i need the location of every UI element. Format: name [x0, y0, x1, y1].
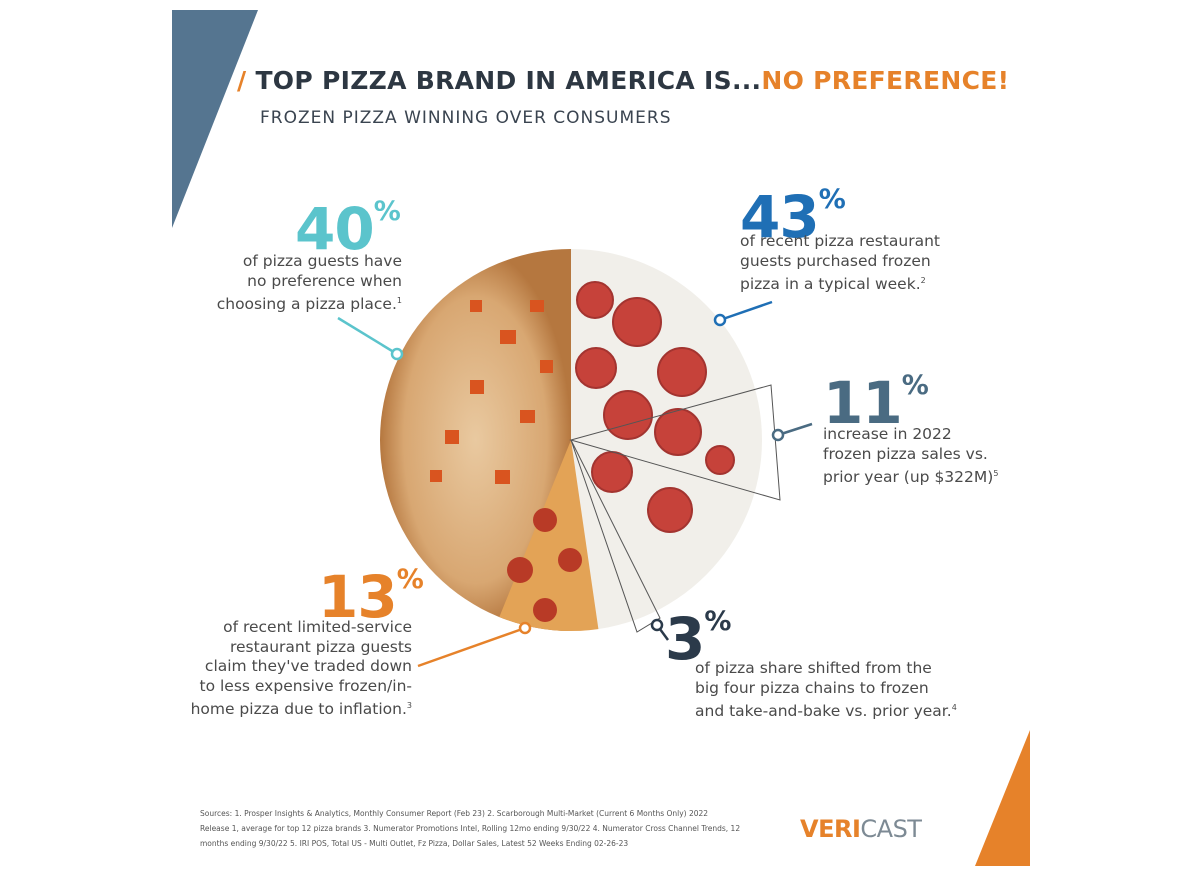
text-line: of recent limited-service — [191, 618, 412, 638]
sources: Sources: 1. Prosper Insights & Analytics… — [200, 806, 740, 851]
line-text: home pizza due to inflation. — [190, 700, 407, 719]
line-text: of recent pizza restaurant — [740, 232, 940, 250]
title-highlight: NO PREFERENCE! — [761, 66, 1010, 95]
stat-figure: 40% — [295, 198, 401, 258]
figure: 3 — [665, 605, 705, 673]
stat-text: of recent limited-service restaurant pizz… — [191, 618, 412, 720]
text-line: pizza in a typical week.2 — [740, 271, 940, 295]
unit: % — [396, 564, 424, 595]
footnote: 3 — [406, 701, 412, 710]
pointer — [771, 428, 785, 442]
text-line: to less expensive frozen/in- — [191, 677, 412, 697]
line-text: restaurant pizza guests — [229, 637, 412, 656]
stat-figure: 11% — [823, 372, 929, 432]
line-text: increase in 2022 — [823, 425, 952, 443]
source-line: months ending 9/30/22 5. IRI POS, Total … — [200, 839, 629, 848]
line-text: and take-and-bake vs. prior year. — [695, 702, 952, 721]
logo: VERICAST — [800, 815, 922, 843]
figure: 13 — [318, 563, 398, 631]
stat-figure: 43% — [740, 186, 846, 246]
pointer — [518, 621, 532, 635]
slice-outline — [570, 439, 661, 633]
corner-shape — [172, 10, 258, 228]
stat-text: of recent pizza restaurant guests purchas… — [740, 232, 940, 295]
title-text: TOP PIZZA BRAND IN AMERICA IS... — [255, 66, 762, 95]
figure: 43 — [740, 183, 820, 251]
text-line: claim they've traded down — [191, 657, 412, 677]
text-line: and take-and-bake vs. prior year.4 — [695, 698, 957, 722]
line-text: prior year (up $322M) — [823, 468, 994, 487]
logo-part: CAST — [860, 815, 922, 843]
unit: % — [373, 196, 401, 227]
line-text: big four pizza chains to frozen — [695, 678, 929, 697]
line-text: of recent limited-service — [223, 618, 412, 636]
stat-text: of pizza share shifted from the big four … — [695, 659, 957, 722]
corner-shape — [975, 730, 1030, 866]
stat-figure: 13% — [318, 566, 424, 626]
pizza — [380, 249, 762, 631]
line-text: pizza in a typical week. — [740, 275, 921, 294]
source-line: Sources: 1. Prosper Insights & Analytics… — [200, 809, 709, 818]
footnote: 4 — [951, 703, 957, 712]
title: / TOP PIZZA BRAND IN AMERICA IS...NO PRE… — [237, 66, 1009, 95]
unit: % — [901, 370, 929, 401]
slash: / — [237, 66, 247, 95]
logo-part: VERI — [800, 815, 861, 843]
figure: 11 — [823, 369, 903, 437]
source-line: Release 1, average for top 12 pizza bran… — [200, 824, 741, 833]
footnote: 5 — [993, 469, 999, 478]
text-line: of pizza guests have — [217, 252, 402, 272]
text-line: restaurant pizza guests — [191, 638, 412, 658]
pointer — [650, 618, 664, 632]
text-line: big four pizza chains to frozen — [695, 679, 957, 699]
line-text: choosing a pizza place. — [216, 295, 397, 314]
unit: % — [704, 606, 731, 637]
line-text: guests purchased frozen — [740, 251, 931, 270]
line-text: claim they've traded down — [204, 657, 412, 675]
pointer — [390, 347, 404, 361]
text-line: choosing a pizza place.1 — [217, 291, 402, 315]
footnote: 2 — [920, 276, 926, 285]
text-line: guests purchased frozen — [740, 252, 940, 272]
stat-text: of pizza guests have no preference when ch… — [217, 252, 402, 315]
line-text: of pizza share shifted from the — [695, 659, 932, 677]
subtitle: FROZEN PIZZA WINNING OVER CONSUMERS — [260, 108, 672, 128]
stat-figure: 3% — [665, 608, 731, 668]
line-text: of pizza guests have — [242, 252, 402, 270]
text-line: prior year (up $322M)5 — [823, 464, 998, 488]
stat-text: increase in 2022 frozen pizza sales vs. pr… — [823, 425, 998, 488]
text-line: of pizza share shifted from the — [695, 659, 957, 679]
unit: % — [818, 184, 846, 215]
text-line: of recent pizza restaurant — [740, 232, 940, 252]
text-line: frozen pizza sales vs. — [823, 445, 998, 465]
footnote: 1 — [396, 296, 402, 305]
line-text: no preference when — [247, 271, 402, 290]
figure: 40 — [295, 195, 375, 263]
pointer — [713, 313, 727, 327]
line-text: to less expensive frozen/in- — [199, 676, 412, 695]
slice-outline — [569, 384, 781, 501]
text-line: increase in 2022 — [823, 425, 998, 445]
line-text: frozen pizza sales vs. — [823, 444, 988, 463]
text-line: no preference when — [217, 272, 402, 292]
text-line: home pizza due to inflation.3 — [191, 696, 412, 720]
